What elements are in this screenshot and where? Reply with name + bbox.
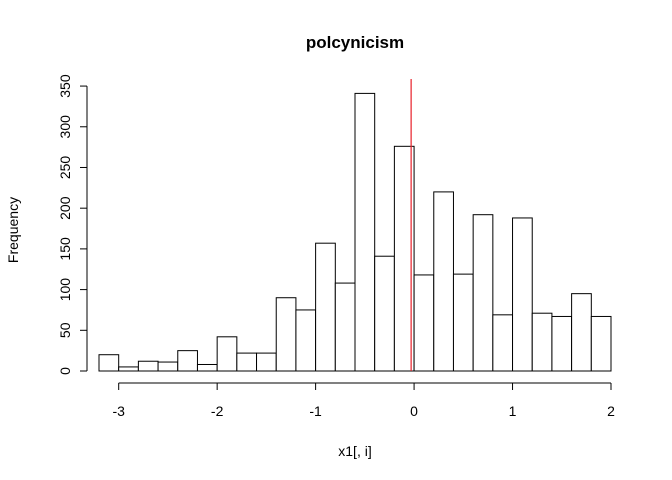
histogram-bar: [571, 293, 592, 372]
x-tick-label: -2: [211, 403, 224, 419]
y-axis-label: Frequency: [5, 197, 21, 263]
histogram-bar: [334, 282, 356, 372]
histogram-bar: [590, 315, 612, 372]
histogram-bar: [216, 336, 238, 372]
histogram-bar: [492, 314, 514, 372]
chart-title: polcynicism: [306, 33, 404, 52]
x-tick-label: -1: [309, 403, 322, 419]
y-axis: 0 50 100 150 200 250 300 350: [57, 74, 88, 375]
histogram-bar: [512, 217, 533, 372]
histogram-bar: [295, 309, 317, 372]
y-tick-label: 350: [57, 74, 73, 98]
histogram-bar: [98, 354, 120, 372]
histogram-bar: [118, 366, 139, 372]
y-tick-label: 150: [57, 237, 73, 261]
x-tick-label: 2: [607, 403, 615, 419]
x-tick-label: 0: [410, 403, 418, 419]
x-axis: -3 -2 -1 0 1 2: [112, 382, 615, 419]
histogram-bar: [157, 361, 179, 372]
y-tick-label: 200: [57, 196, 73, 220]
histogram-bar: [137, 360, 159, 372]
histogram-bar: [256, 352, 277, 372]
x-tick-label: -3: [112, 403, 125, 419]
histogram-bar: [275, 297, 297, 372]
x-tick-label: 1: [509, 403, 517, 419]
x-axis-label: x1[, i]: [338, 443, 371, 459]
y-tick-label: 250: [57, 156, 73, 180]
y-tick-label: 50: [57, 322, 73, 338]
histogram-bar: [196, 363, 218, 372]
histogram-bar: [374, 255, 395, 372]
histogram-bar: [177, 350, 198, 372]
histogram-bar: [236, 352, 258, 372]
histogram-bar: [315, 242, 336, 372]
histogram-bar: [413, 274, 435, 372]
histogram-bar: [354, 92, 376, 372]
histogram-bars: [98, 92, 612, 372]
histogram-bar: [393, 145, 415, 372]
histogram-bar: [433, 191, 454, 372]
histogram-bar: [531, 312, 553, 372]
y-tick-label: 100: [57, 278, 73, 302]
y-tick-label: 300: [57, 115, 73, 139]
y-tick-label: 0: [57, 367, 73, 375]
histogram-bar: [472, 214, 494, 372]
histogram-bar: [452, 273, 474, 372]
histogram-bar: [551, 315, 573, 372]
